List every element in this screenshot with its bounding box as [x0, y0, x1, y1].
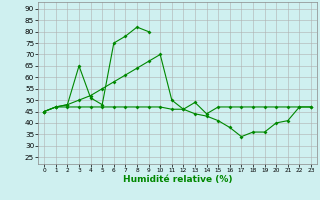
X-axis label: Humidité relative (%): Humidité relative (%) — [123, 175, 232, 184]
